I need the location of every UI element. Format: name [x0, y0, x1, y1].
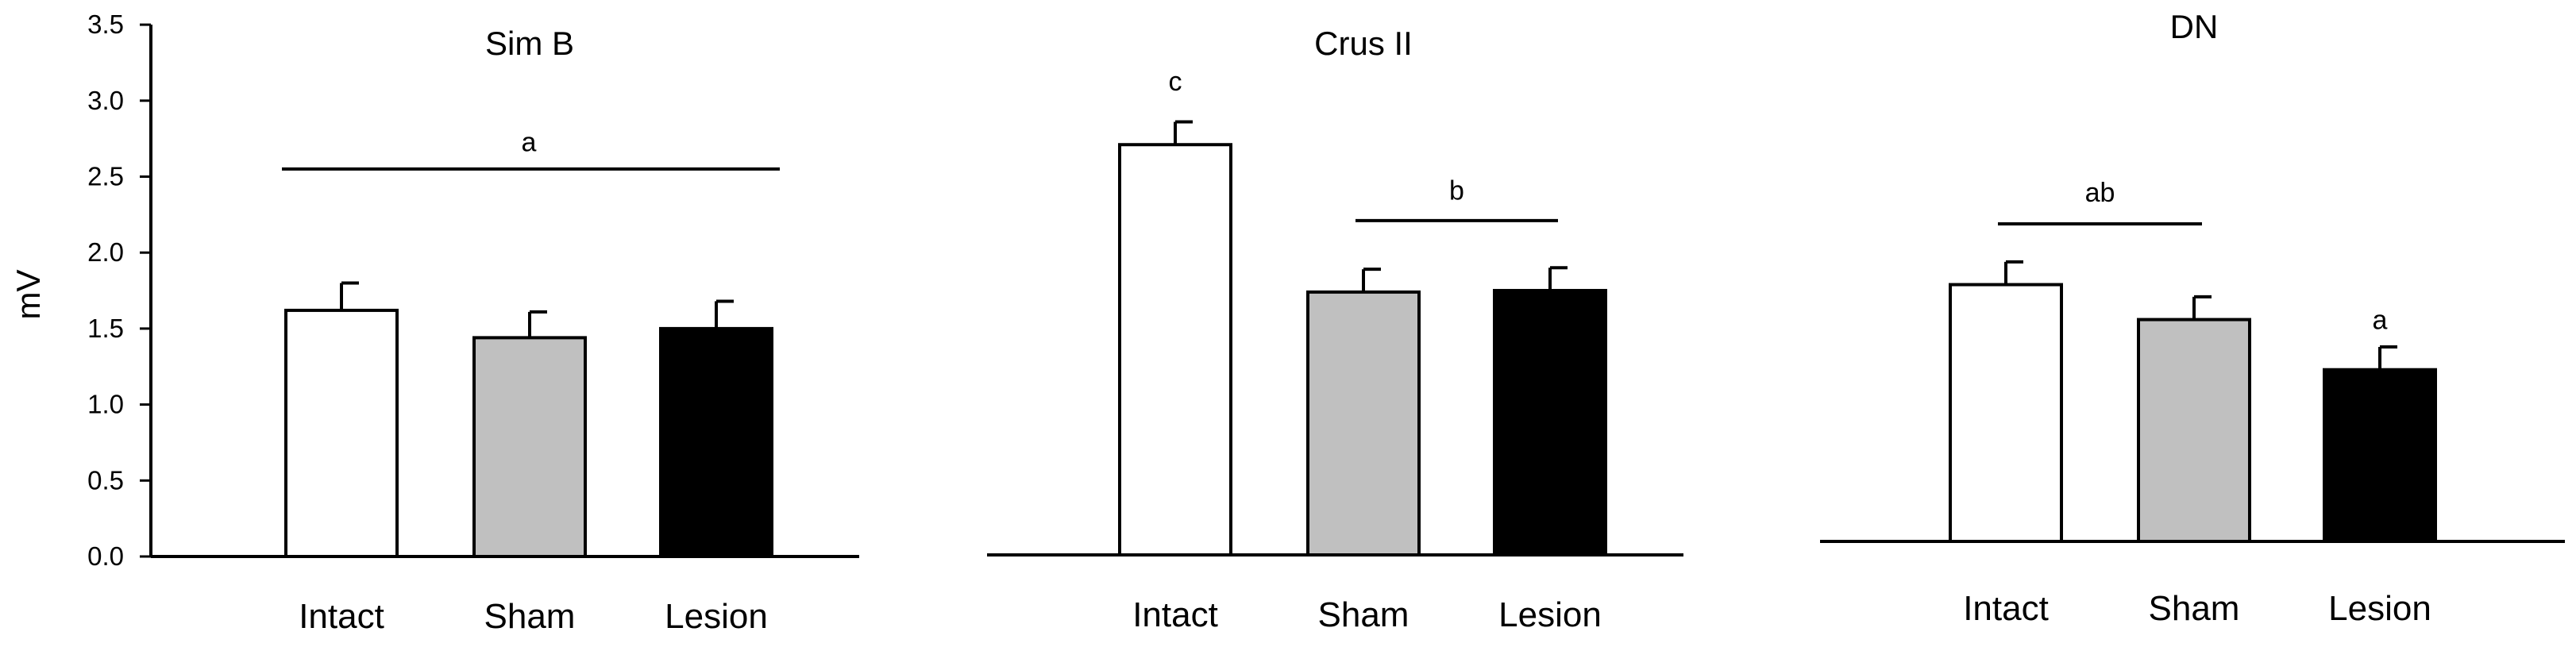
bar-sham	[1306, 290, 1421, 556]
y-tick-label: 1.0	[87, 390, 124, 419]
chart-panel-2: Crus II Intact Sham Lesion c b	[987, 25, 1683, 634]
significance-label: b	[1449, 176, 1464, 206]
x-category-label: Sham	[484, 597, 576, 636]
y-tick-label: 3.5	[87, 10, 124, 39]
y-tick-label: 0.0	[87, 541, 124, 571]
significance-label: a	[2373, 306, 2388, 336]
chart-title: DN	[2170, 8, 2219, 45]
y-tick-label: 3.0	[87, 86, 124, 115]
y-tick-label: 0.5	[87, 465, 124, 495]
bar-intact	[284, 308, 399, 558]
chart-panel-3: DN Intact Sham Lesion ab a	[1820, 8, 2565, 628]
significance-label: ab	[2085, 178, 2115, 208]
significance-label: a	[522, 127, 537, 157]
bar-lesion	[659, 326, 773, 558]
x-category-label: Intact	[1963, 589, 2049, 628]
x-category-label: Intact	[1132, 595, 1218, 634]
y-axis-label: mV	[10, 270, 47, 320]
chart-title: Crus II	[1314, 25, 1413, 62]
x-category-label: Sham	[1318, 595, 1409, 634]
y-tick-label: 1.5	[87, 314, 124, 343]
bar-intact	[1949, 283, 2063, 543]
x-category-label: Lesion	[665, 597, 768, 636]
chart-title: Sim B	[485, 25, 574, 62]
x-category-label: Lesion	[1498, 595, 1602, 634]
bar-sham	[2137, 318, 2251, 543]
chart-panel-1: 0.0 0.5 1.0 1.5 2.0 2.5 3.0 3.5 mV Sim B Intact Sha…	[10, 10, 859, 636]
bar-sham	[472, 336, 587, 558]
y-tick-label: 2.0	[87, 237, 124, 267]
x-category-label: Sham	[2149, 589, 2240, 628]
significance-label: c	[1169, 67, 1182, 97]
bar-lesion	[2323, 368, 2437, 543]
x-category-label: Intact	[299, 597, 384, 636]
bar-intact	[1118, 143, 1232, 557]
bar-lesion	[1493, 288, 1607, 556]
y-tick-label: 2.5	[87, 162, 124, 191]
x-category-label: Lesion	[2328, 589, 2431, 628]
